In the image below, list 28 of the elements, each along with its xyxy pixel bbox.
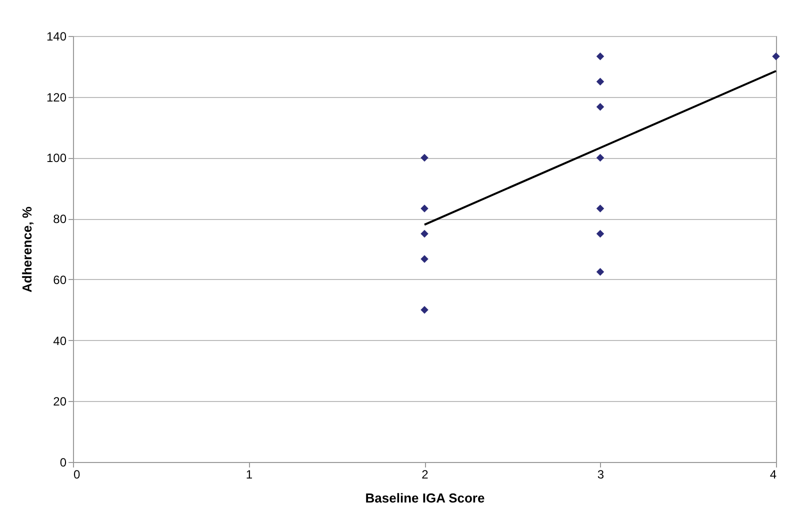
- point: [420, 230, 428, 238]
- x-tick-label: 2: [422, 468, 429, 482]
- x-tick-label: 1: [246, 468, 253, 482]
- y-tick-label: 40: [53, 334, 67, 348]
- x-axis-title: Baseline IGA Score: [365, 490, 485, 506]
- point: [772, 52, 780, 60]
- y-tick-label: 80: [53, 212, 67, 226]
- point: [596, 154, 604, 162]
- y-tick-label: 120: [46, 90, 67, 104]
- point: [596, 78, 604, 86]
- point: [420, 154, 428, 162]
- y-axis-title: Adherence, %: [19, 206, 34, 292]
- y-tick-label: 140: [46, 30, 67, 44]
- point: [596, 52, 604, 60]
- point: [420, 255, 428, 263]
- y-tick-label: 100: [46, 151, 67, 166]
- point: [596, 103, 604, 111]
- point: [596, 230, 604, 238]
- x-tick-label: 4: [770, 468, 777, 482]
- y-tick-label: 60: [53, 272, 67, 287]
- x-tick-label: 0: [74, 468, 80, 482]
- point: [596, 268, 604, 276]
- x-tick-label: 3: [597, 468, 604, 482]
- point: [420, 204, 428, 212]
- point: [596, 204, 604, 212]
- y-tick-label: 0: [60, 456, 67, 470]
- y-tick-label: 20: [53, 394, 67, 409]
- point: [420, 306, 428, 314]
